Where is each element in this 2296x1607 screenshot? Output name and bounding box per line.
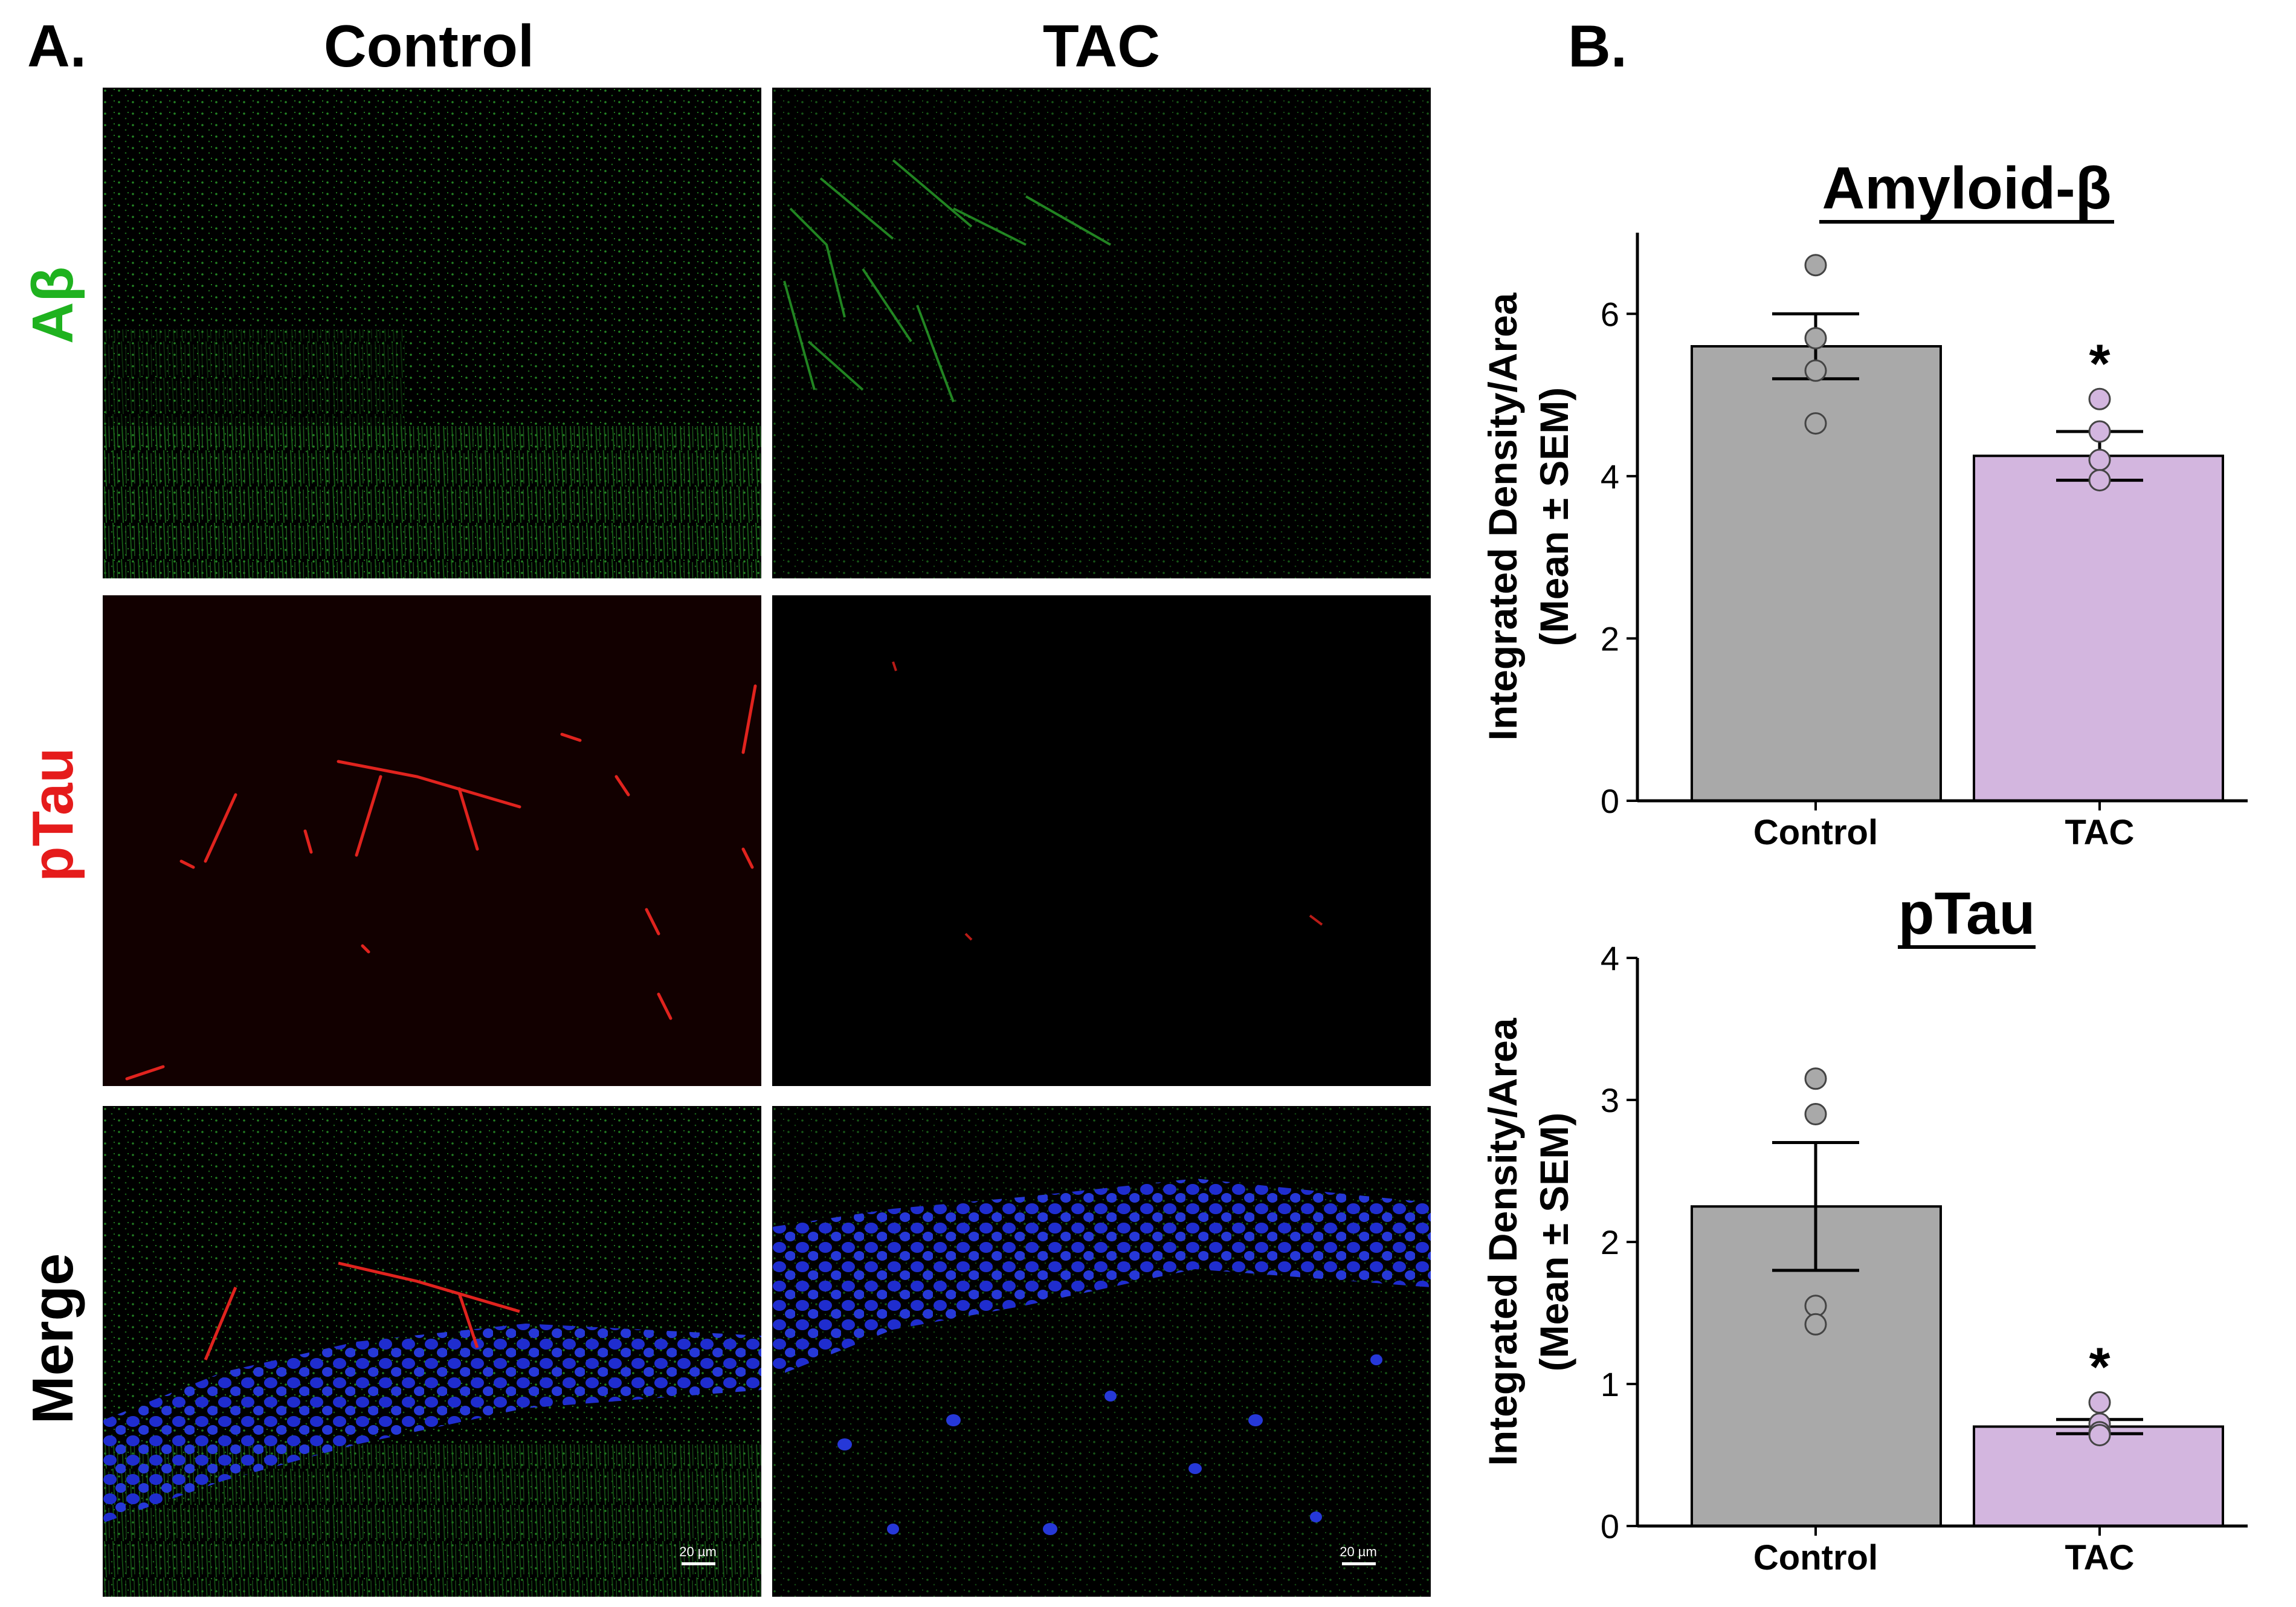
micrograph-control-abeta bbox=[103, 88, 761, 578]
chart2-ytick-label-2: 2 bbox=[1601, 1223, 1619, 1261]
chart1-title: Amyloid-β bbox=[1822, 155, 2111, 221]
scale-bar-label: 20 µm bbox=[679, 1544, 717, 1559]
scale-bar-label: 20 µm bbox=[1340, 1544, 1377, 1559]
panel-b-letter: B. bbox=[1568, 13, 1627, 79]
chart2-point-control-3 bbox=[1804, 1295, 1827, 1318]
chart1-ylabel-line2: (Mean ± SEM) bbox=[1532, 387, 1576, 647]
chart1-ytick-label-6: 6 bbox=[1601, 295, 1619, 333]
chart1-point-tac-4 bbox=[2088, 469, 2111, 492]
chart1-point-tac-3 bbox=[2088, 448, 2111, 471]
chart2-ylabel-line1: Integrated Density/Area bbox=[1480, 1017, 1525, 1466]
chart2-ytick-label-3: 3 bbox=[1601, 1081, 1619, 1119]
scale-bar: 20 µm bbox=[679, 1544, 717, 1565]
chart1-point-control-3 bbox=[1804, 359, 1827, 382]
chart2-ytick-label-0: 0 bbox=[1601, 1507, 1619, 1545]
micrograph-control-ptau bbox=[103, 595, 761, 1086]
chart1-xtick-label-control: Control bbox=[1753, 813, 1878, 852]
micrograph-tac-ptau bbox=[772, 595, 1431, 1086]
chart1-point-control-1 bbox=[1804, 254, 1827, 277]
chart2-xtick-label-control: Control bbox=[1753, 1538, 1878, 1577]
column-header-control: Control bbox=[323, 13, 535, 79]
micrograph-tac-merge: 20 µm bbox=[772, 1106, 1431, 1597]
chart1-xtick-label-tac: TAC bbox=[2065, 813, 2135, 852]
chart2-xtick-label-tac: TAC bbox=[2065, 1538, 2135, 1577]
chart1-point-tac-1 bbox=[2088, 387, 2111, 410]
chart1-point-control-4 bbox=[1804, 412, 1827, 435]
chart2-title: pTau bbox=[1898, 880, 2036, 946]
micrograph-tac-abeta bbox=[772, 88, 1431, 578]
chart2-significance-tac: * bbox=[2089, 1337, 2110, 1398]
scale-bar: 20 µm bbox=[1340, 1544, 1377, 1565]
chart1-ytick-label-0: 0 bbox=[1601, 782, 1619, 820]
chart1-point-tac-2 bbox=[2088, 420, 2111, 443]
chart1-bar-tac bbox=[1973, 454, 2224, 802]
micrograph-control-merge: 20 µm bbox=[103, 1106, 761, 1597]
chart2-point-control-1 bbox=[1804, 1067, 1827, 1090]
chart1-significance-tac: * bbox=[2089, 334, 2110, 394]
chart1-ytick-label-4: 4 bbox=[1601, 458, 1619, 496]
chart2-point-control-2 bbox=[1804, 1103, 1827, 1125]
chart2-point-tac-4 bbox=[2088, 1424, 2111, 1447]
chart1-ytick-label-2: 2 bbox=[1601, 619, 1619, 658]
chart2-ytick-label-1: 1 bbox=[1601, 1365, 1619, 1403]
chart2-ytick-label-4: 4 bbox=[1601, 939, 1619, 977]
chart1-point-control-2 bbox=[1804, 327, 1827, 350]
column-header-tac: TAC bbox=[1042, 13, 1161, 79]
chart2-point-control-4 bbox=[1804, 1313, 1827, 1336]
chart1-ylabel-line1: Integrated Density/Area bbox=[1480, 292, 1525, 740]
panel-a-letter: A. bbox=[27, 13, 86, 79]
chart2-ylabel-line2: (Mean ± SEM) bbox=[1532, 1113, 1576, 1372]
